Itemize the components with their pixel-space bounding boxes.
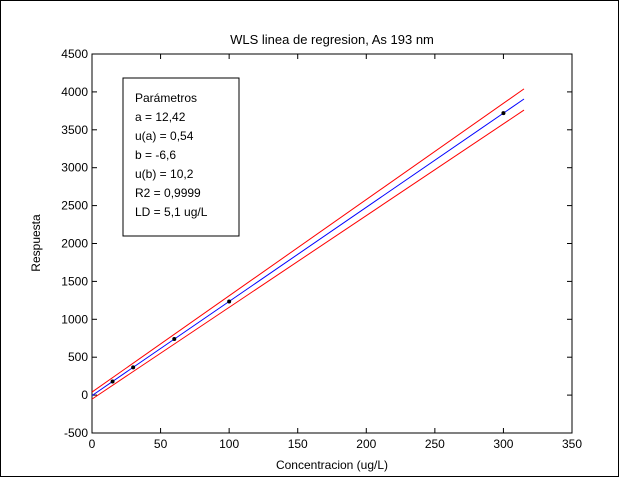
x-tick-label: 100 [219, 437, 239, 451]
regression-line [91, 98, 525, 397]
y-tick-label: 2500 [61, 199, 88, 213]
x-tick-label: 0 [89, 437, 96, 451]
parameter-line: LD = 5,1 ug/L [135, 205, 208, 219]
confidence-band-line [91, 109, 525, 400]
data-point [172, 337, 177, 342]
data-points [110, 111, 506, 384]
y-axis-label: Respuesta [29, 214, 43, 272]
y-tick-label: 2000 [61, 237, 88, 251]
axis-ticks: 0 50 100 150 200 250 300 350-500050010001500200… [61, 47, 582, 451]
x-tick-label: 200 [356, 437, 376, 451]
data-point [501, 111, 506, 116]
y-tick-label: 4000 [61, 85, 88, 99]
x-tick-label: 250 [425, 437, 445, 451]
y-tick-label: 1000 [61, 312, 88, 326]
y-tick-label: 1500 [61, 274, 88, 288]
y-tick-label: -500 [64, 426, 88, 440]
data-point [131, 365, 136, 370]
parameter-line: b = -6,6 [135, 148, 176, 162]
y-tick-label: 500 [68, 350, 88, 364]
parameter-line: a = 12,42 [135, 110, 186, 124]
y-tick-label: 4500 [61, 47, 88, 61]
y-tick-label: 3500 [61, 123, 88, 137]
chart-title: WLS linea de regresion, As 193 nm [230, 32, 434, 47]
parameters-box: Parámetros a = 12,42 u(a) = 0,54 b = -6,6 u(… [122, 77, 240, 237]
x-tick-label: 300 [493, 437, 513, 451]
parameter-line: R2 = 0,9999 [135, 186, 201, 200]
data-point [227, 299, 232, 304]
parameter-line: Parámetros [135, 91, 197, 105]
series-lines [91, 88, 525, 400]
x-tick-label: 350 [562, 437, 582, 451]
parameter-line: u(b) = 10,2 [135, 167, 194, 181]
y-tick-label: 3000 [61, 161, 88, 175]
x-tick-label: 50 [154, 437, 168, 451]
parameter-line: u(a) = 0,54 [135, 129, 194, 143]
y-tick-label: 0 [81, 388, 88, 402]
confidence-band-line [91, 88, 525, 393]
x-tick-label: 150 [288, 437, 308, 451]
x-axis-label: Concentracion (ug/L) [276, 458, 388, 472]
data-point [110, 379, 115, 384]
